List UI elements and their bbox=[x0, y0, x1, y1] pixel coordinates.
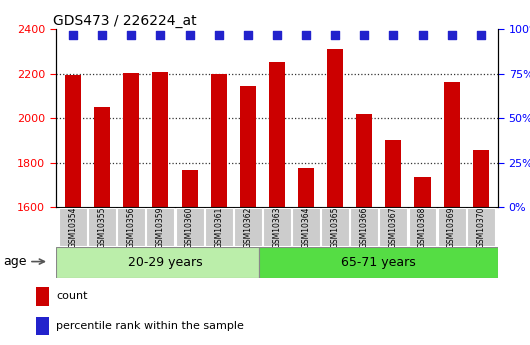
Bar bbox=[444, 81, 460, 207]
FancyBboxPatch shape bbox=[467, 208, 494, 246]
Point bbox=[273, 32, 281, 37]
FancyBboxPatch shape bbox=[146, 208, 174, 246]
Text: GSM10360: GSM10360 bbox=[185, 206, 194, 248]
FancyBboxPatch shape bbox=[56, 247, 260, 278]
Bar bbox=[153, 71, 169, 207]
FancyBboxPatch shape bbox=[321, 208, 349, 246]
Point bbox=[447, 32, 456, 37]
Text: age: age bbox=[3, 255, 45, 268]
Text: GSM10368: GSM10368 bbox=[418, 206, 427, 247]
Text: GSM10369: GSM10369 bbox=[447, 206, 456, 248]
Point bbox=[244, 32, 252, 37]
FancyBboxPatch shape bbox=[89, 208, 116, 246]
Bar bbox=[211, 74, 227, 207]
Bar bbox=[473, 150, 489, 207]
Text: GSM10365: GSM10365 bbox=[331, 206, 340, 248]
FancyBboxPatch shape bbox=[175, 208, 204, 246]
Bar bbox=[269, 61, 285, 207]
Bar bbox=[385, 140, 401, 207]
FancyBboxPatch shape bbox=[260, 247, 498, 278]
Point bbox=[476, 32, 485, 37]
FancyBboxPatch shape bbox=[438, 208, 465, 246]
Text: GSM10370: GSM10370 bbox=[476, 206, 485, 248]
Text: GSM10363: GSM10363 bbox=[272, 206, 281, 248]
Bar bbox=[94, 107, 110, 207]
FancyBboxPatch shape bbox=[263, 208, 291, 246]
Bar bbox=[65, 75, 81, 207]
Point bbox=[331, 32, 339, 37]
Text: count: count bbox=[56, 292, 87, 302]
Text: GSM10359: GSM10359 bbox=[156, 206, 165, 248]
Point bbox=[360, 32, 368, 37]
Bar bbox=[356, 114, 372, 207]
Point bbox=[186, 32, 194, 37]
Bar bbox=[182, 170, 198, 207]
Text: GSM10361: GSM10361 bbox=[214, 206, 223, 247]
Text: 20-29 years: 20-29 years bbox=[128, 256, 202, 269]
Text: GDS473 / 226224_at: GDS473 / 226224_at bbox=[54, 14, 197, 28]
Text: GSM10367: GSM10367 bbox=[389, 206, 398, 248]
Text: GSM10355: GSM10355 bbox=[98, 206, 107, 248]
Point bbox=[98, 32, 107, 37]
Bar bbox=[327, 49, 343, 207]
FancyBboxPatch shape bbox=[234, 208, 262, 246]
Text: percentile rank within the sample: percentile rank within the sample bbox=[56, 321, 244, 331]
Text: 65-71 years: 65-71 years bbox=[341, 256, 416, 269]
Point bbox=[156, 32, 165, 37]
Point bbox=[127, 32, 136, 37]
Text: GSM10354: GSM10354 bbox=[68, 206, 77, 248]
Text: GSM10366: GSM10366 bbox=[360, 206, 369, 248]
Bar bbox=[123, 73, 139, 207]
FancyBboxPatch shape bbox=[59, 208, 87, 246]
Point bbox=[389, 32, 398, 37]
Bar bbox=[240, 86, 256, 207]
Point bbox=[69, 32, 77, 37]
Bar bbox=[414, 177, 430, 207]
Bar bbox=[36, 287, 49, 306]
Bar bbox=[36, 317, 49, 335]
Bar bbox=[298, 168, 314, 207]
FancyBboxPatch shape bbox=[205, 208, 233, 246]
Text: GSM10364: GSM10364 bbox=[302, 206, 311, 248]
Text: GSM10362: GSM10362 bbox=[243, 206, 252, 247]
Point bbox=[418, 32, 427, 37]
FancyBboxPatch shape bbox=[117, 208, 145, 246]
Text: GSM10356: GSM10356 bbox=[127, 206, 136, 248]
FancyBboxPatch shape bbox=[409, 208, 437, 246]
FancyBboxPatch shape bbox=[379, 208, 408, 246]
FancyBboxPatch shape bbox=[350, 208, 378, 246]
Point bbox=[302, 32, 310, 37]
Point bbox=[215, 32, 223, 37]
FancyBboxPatch shape bbox=[292, 208, 320, 246]
